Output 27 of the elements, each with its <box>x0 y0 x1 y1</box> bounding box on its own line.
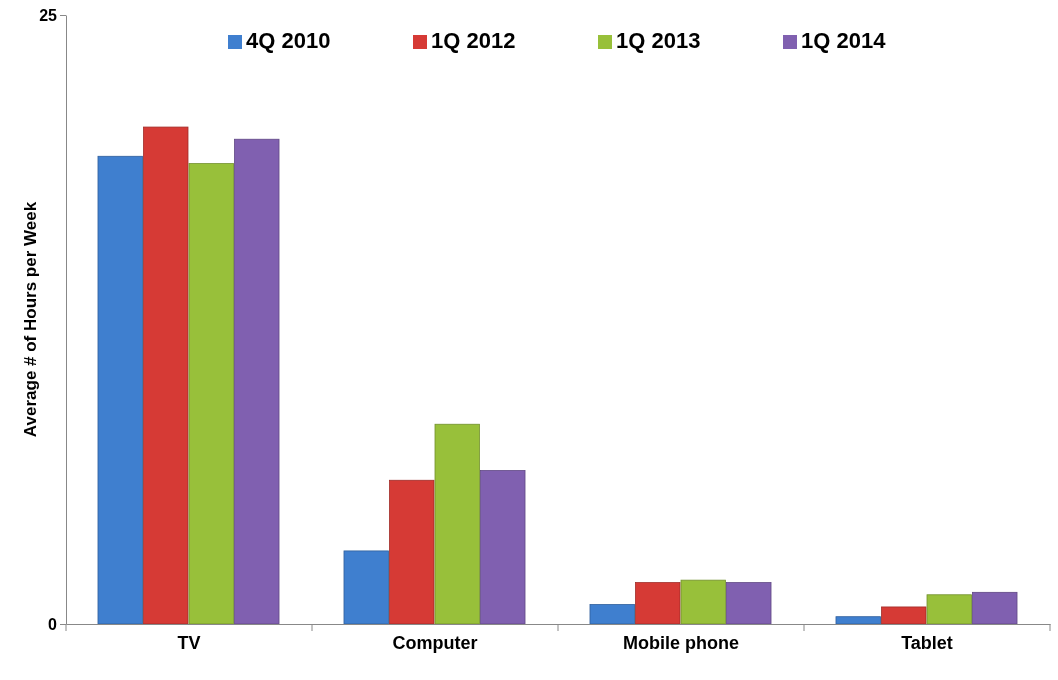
legend-label: 1Q 2013 <box>616 28 701 53</box>
bar <box>143 126 189 625</box>
bar <box>389 479 435 625</box>
y-tick-label: 25 <box>39 6 58 24</box>
x-tick-label: Mobile phone <box>623 632 739 653</box>
bar <box>635 582 681 625</box>
x-tick-label: TV <box>177 632 201 653</box>
bar <box>680 579 726 625</box>
y-axis-title: Average # of Hours per Week <box>21 201 40 438</box>
legend-label: 1Q 2012 <box>431 28 516 53</box>
bar <box>234 138 280 625</box>
bar <box>972 591 1018 625</box>
x-tick-label: Computer <box>392 632 478 653</box>
bar <box>726 582 772 625</box>
legend-label: 4Q 2010 <box>246 28 331 53</box>
legend-label: 1Q 2014 <box>801 28 887 53</box>
bar <box>97 155 143 625</box>
bar <box>926 594 972 625</box>
bar <box>188 163 234 625</box>
bar <box>589 604 635 625</box>
bar <box>343 550 389 625</box>
bar <box>480 470 526 625</box>
x-tick-label: Tablet <box>901 632 953 653</box>
bar <box>434 423 480 625</box>
y-tick-label: 0 <box>48 615 58 633</box>
bar <box>835 616 881 625</box>
bar <box>881 606 927 625</box>
